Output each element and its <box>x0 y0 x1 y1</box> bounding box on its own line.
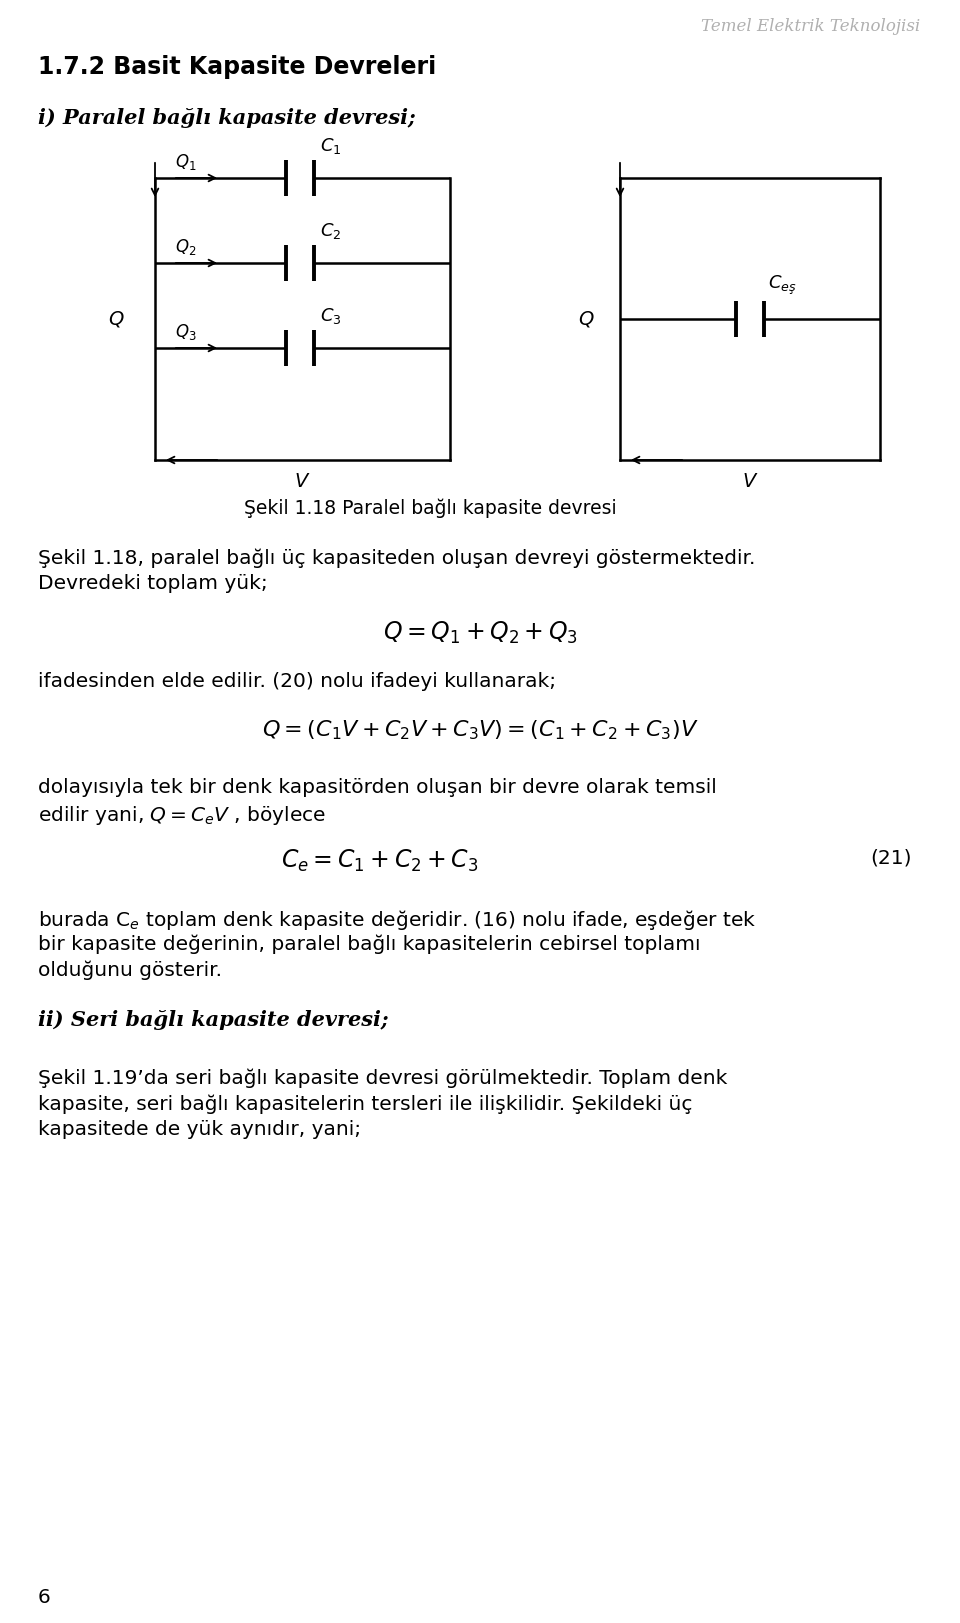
Text: dolayısıyla tek bir denk kapasitörden oluşan bir devre olarak temsil: dolayısıyla tek bir denk kapasitörden ol… <box>38 777 717 797</box>
Text: $Q$: $Q$ <box>579 308 595 329</box>
Text: Şekil 1.19’da seri bağlı kapasite devresi görülmektedir. Toplam denk: Şekil 1.19’da seri bağlı kapasite devres… <box>38 1068 728 1087</box>
Text: $Q_3$: $Q_3$ <box>175 321 197 342</box>
Text: bir kapasite değerinin, paralel bağlı kapasitelerin cebirsel toplamı: bir kapasite değerinin, paralel bağlı ka… <box>38 933 701 953</box>
Text: Şekil 1.18, paralel bağlı üç kapasiteden oluşan devreyi göstermektedir.: Şekil 1.18, paralel bağlı üç kapasiteden… <box>38 549 756 568</box>
Text: edilir yani, $Q=C_{e}V$ , böylece: edilir yani, $Q=C_{e}V$ , böylece <box>38 803 326 828</box>
Text: Temel Elektrik Teknolojisi: Temel Elektrik Teknolojisi <box>701 18 920 36</box>
Text: ifadesinden elde edilir. (20) nolu ifadeyi kullanarak;: ifadesinden elde edilir. (20) nolu ifade… <box>38 672 556 691</box>
Text: $C_e=C_1+C_2+C_3$: $C_e=C_1+C_2+C_3$ <box>281 847 479 875</box>
Text: i) Paralel bağlı kapasite devresi;: i) Paralel bağlı kapasite devresi; <box>38 109 416 128</box>
Text: 1.7.2 Basit Kapasite Devreleri: 1.7.2 Basit Kapasite Devreleri <box>38 55 436 80</box>
Text: olduğunu gösterir.: olduğunu gösterir. <box>38 959 222 980</box>
Text: $Q_2$: $Q_2$ <box>175 237 197 256</box>
Text: $V$: $V$ <box>295 472 311 492</box>
Text: $C_2$: $C_2$ <box>320 221 342 240</box>
Text: $C_{eş}$: $C_{eş}$ <box>768 274 797 297</box>
Text: $Q$: $Q$ <box>108 308 125 329</box>
Text: $Q_1$: $Q_1$ <box>175 153 197 172</box>
Text: $Q=Q_1+Q_2+Q_3$: $Q=Q_1+Q_2+Q_3$ <box>382 620 578 646</box>
Text: (21): (21) <box>871 847 912 867</box>
Text: ii) Seri bağlı kapasite devresi;: ii) Seri bağlı kapasite devresi; <box>38 1010 389 1031</box>
Text: 6: 6 <box>38 1587 51 1607</box>
Text: kapasitede de yük aynıdır, yani;: kapasitede de yük aynıdır, yani; <box>38 1120 361 1139</box>
Text: Şekil 1.18 Paralel bağlı kapasite devresi: Şekil 1.18 Paralel bağlı kapasite devres… <box>244 498 616 518</box>
Text: kapasite, seri bağlı kapasitelerin tersleri ile ilişkilidir. Şekildeki üç: kapasite, seri bağlı kapasitelerin tersl… <box>38 1094 692 1113</box>
Text: Devredeki toplam yük;: Devredeki toplam yük; <box>38 575 268 592</box>
Text: burada C$_e$ toplam denk kapasite değeridir. (16) nolu ifade, eşdeğer tek: burada C$_e$ toplam denk kapasite değeri… <box>38 907 756 932</box>
Text: $V$: $V$ <box>742 472 758 492</box>
Text: $C_3$: $C_3$ <box>320 307 342 326</box>
Text: $Q=(C_1V+C_2V+C_3V)=(C_1+C_2+C_3)V$: $Q=(C_1V+C_2V+C_3V)=(C_1+C_2+C_3)V$ <box>262 717 698 742</box>
Text: $C_1$: $C_1$ <box>320 136 342 156</box>
